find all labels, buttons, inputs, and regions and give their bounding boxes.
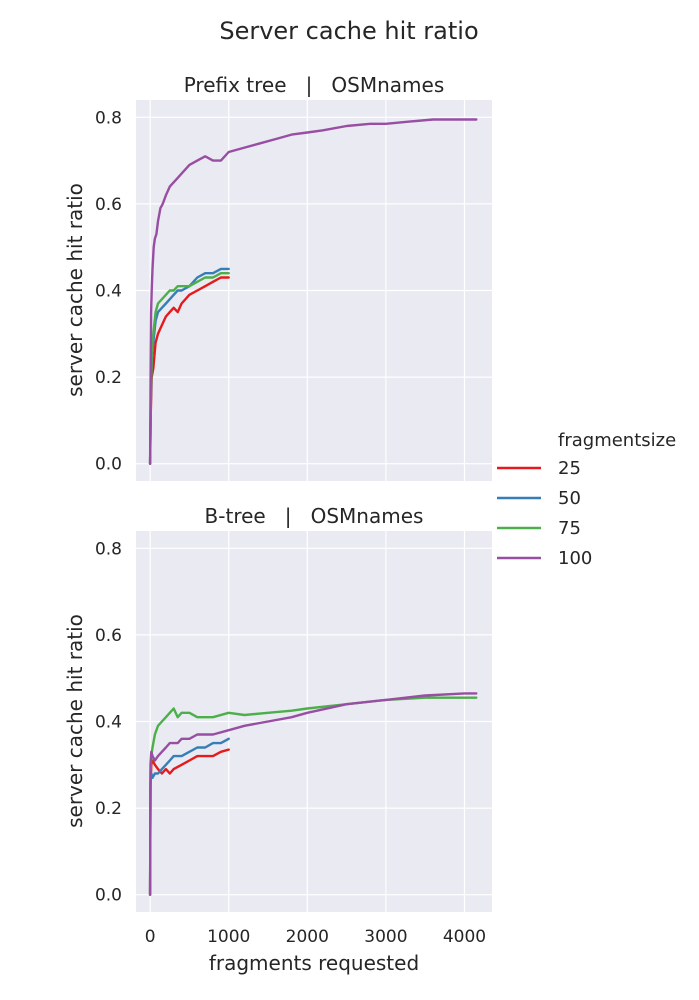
y-tick-label: 0.6 (95, 626, 122, 646)
y-tick-label: 0.6 (95, 195, 122, 215)
y-tick-label: 0.2 (95, 799, 122, 819)
panel-b-tree: B-tree | OSMnames 0.0 0.2 0.4 0.6 0.8 0 1000 2… (63, 504, 492, 975)
x-tick-labels: 0 1000 2000 3000 4000 (145, 927, 486, 947)
y-tick-label: 0.0 (95, 455, 122, 475)
y-tick-label: 0.0 (95, 886, 122, 906)
series-line-100 (148, 692, 478, 896)
series-line-100 (148, 118, 478, 465)
legend-label: 100 (558, 548, 592, 569)
x-tick-label: 0 (145, 927, 156, 947)
x-tick-label: 1000 (207, 927, 250, 947)
grid (136, 531, 492, 912)
x-tick-label: 2000 (286, 927, 329, 947)
series-line-50 (148, 737, 230, 896)
legend-title: fragmentsize (558, 430, 676, 451)
x-axis-label: fragments requested (209, 951, 419, 975)
panel-title: Prefix tree | OSMnames (184, 73, 445, 97)
y-axis-label: server cache hit ratio (63, 614, 87, 828)
legend-label: 50 (558, 488, 581, 509)
y-tick-labels: 0.0 0.2 0.4 0.6 0.8 (95, 108, 122, 474)
y-tick-label: 0.8 (95, 539, 122, 559)
series-line-25 (148, 276, 230, 465)
series-group (148, 118, 478, 465)
y-tick-label: 0.2 (95, 368, 122, 388)
panel-prefix-tree: Prefix tree | OSMnames 0.0 0.2 0.4 0.6 0.8 s… (63, 73, 492, 481)
y-tick-label: 0.4 (95, 713, 122, 733)
panel-title: B-tree | OSMnames (205, 504, 424, 528)
series-group (148, 692, 478, 896)
legend-label: 25 (558, 458, 581, 479)
series-line-75 (148, 272, 230, 465)
legend-entries: 25 50 75 100 (497, 458, 592, 569)
x-tick-label: 4000 (443, 927, 486, 947)
y-tick-labels: 0.0 0.2 0.4 0.6 0.8 (95, 539, 122, 905)
x-tick-label: 3000 (364, 927, 407, 947)
legend-label: 75 (558, 518, 581, 539)
y-tick-label: 0.8 (95, 108, 122, 128)
legend: fragmentsize 25 50 75 100 (497, 430, 676, 569)
y-tick-label: 0.4 (95, 282, 122, 302)
y-axis-label: server cache hit ratio (63, 183, 87, 397)
figure-title: Server cache hit ratio (219, 17, 478, 45)
